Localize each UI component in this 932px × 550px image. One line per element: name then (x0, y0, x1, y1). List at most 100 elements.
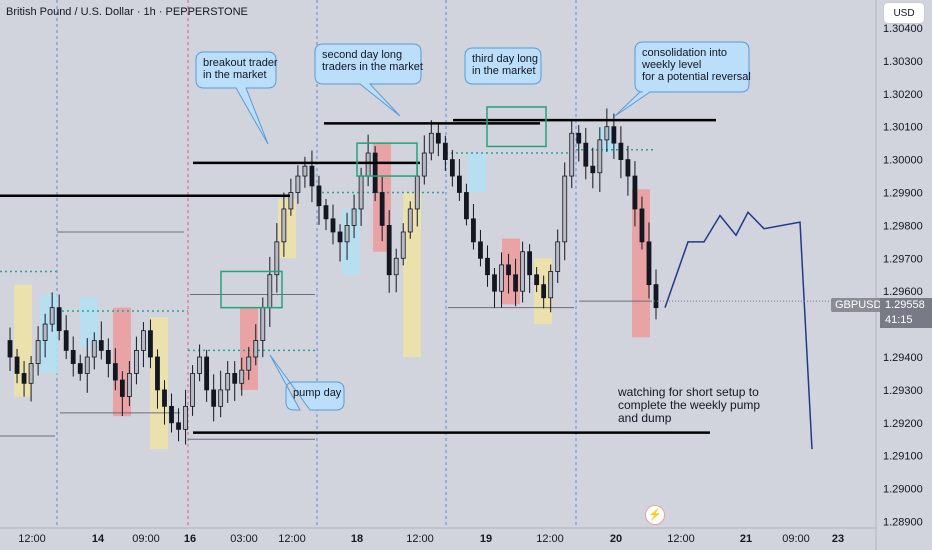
candle-body (653, 284, 659, 309)
current-price-tag: 1.29558 41:15 (880, 298, 932, 328)
candle-body (42, 323, 48, 341)
x-tick-label: 03:00 (230, 533, 258, 545)
candle-body (49, 307, 55, 325)
x-tick-label: 19 (480, 533, 492, 545)
candle-body (218, 389, 224, 407)
currency-button[interactable]: USD (884, 3, 924, 23)
candle-body (604, 126, 610, 141)
candle-body (119, 379, 125, 397)
candle-body (597, 139, 603, 174)
candle-body (281, 208, 287, 243)
annotation-text: third day long (472, 53, 538, 65)
candle-body (435, 132, 441, 144)
candle-body (309, 165, 315, 187)
candle-body (14, 356, 20, 374)
candle-body (513, 274, 518, 292)
symbol-price-tag: GBPUSD (831, 298, 886, 312)
candle-body (407, 208, 413, 233)
annotation-text: in the market (203, 69, 267, 81)
candle-body (639, 208, 645, 243)
candle-body (260, 307, 266, 341)
candle-body (365, 152, 371, 177)
candle-body (379, 192, 385, 226)
annotation-text: pump day (293, 387, 342, 399)
annotation-text: in the market (472, 65, 536, 77)
x-tick-label: 20 (610, 533, 622, 545)
candle-body (148, 330, 153, 358)
candle-body (534, 274, 540, 286)
y-tick-label: 1.30000 (883, 155, 923, 167)
zone-box (486, 106, 547, 148)
y-tick-label: 1.28900 (883, 517, 923, 529)
candle-body (126, 373, 132, 397)
candle-body (400, 231, 406, 259)
highlight-zone (403, 192, 421, 357)
y-tick-label: 1.29600 (883, 286, 923, 298)
x-tick-label: 12:00 (18, 533, 46, 545)
candle-body (35, 340, 41, 364)
x-tick-label: 12:00 (536, 533, 564, 545)
highlight-zone (632, 189, 650, 338)
annotation-text: weekly level (641, 59, 701, 71)
candle-body (225, 373, 231, 391)
candle-body (267, 274, 273, 309)
annotation-bubble (195, 51, 277, 145)
annotation-bubble (269, 354, 345, 411)
zone-box (356, 142, 418, 177)
candle-body (449, 159, 455, 177)
x-tick-label: 09:00 (782, 533, 810, 545)
highlight-zone (80, 297, 98, 348)
y-tick-label: 1.30200 (883, 89, 923, 101)
candle-body (646, 241, 652, 286)
candle-body (506, 264, 511, 276)
y-tick-label: 1.29000 (883, 484, 923, 496)
x-tick-label: 16 (184, 533, 196, 545)
candle-body (632, 175, 638, 210)
candle-body (98, 340, 104, 351)
candle-body (63, 330, 69, 351)
candle-body (169, 405, 174, 424)
highlight-zone (502, 238, 520, 305)
candle-body (590, 165, 596, 174)
x-tick-label: 12:00 (278, 533, 306, 545)
y-tick-label: 1.29900 (883, 188, 923, 200)
candle-body (393, 257, 399, 276)
lightning-icon[interactable]: ⚡ (646, 506, 664, 524)
candle-body (7, 340, 13, 358)
candle-body (162, 389, 167, 407)
candle-body (611, 126, 617, 144)
candle-body (555, 241, 561, 272)
candle-body (232, 373, 238, 384)
candle-body (105, 350, 111, 364)
candle-body (464, 192, 469, 220)
y-tick-label: 1.29800 (883, 220, 923, 232)
candle-body (77, 363, 83, 374)
projection-line (664, 210, 813, 450)
highlight-zone (468, 153, 486, 193)
candle-body (288, 192, 294, 210)
candle-body (618, 142, 624, 160)
candle-body (520, 251, 525, 292)
candle-body (91, 340, 97, 358)
y-tick-label: 1.29700 (883, 253, 923, 265)
x-tick-label: 09:00 (132, 533, 160, 545)
candle-body (274, 241, 280, 276)
candle-body (211, 389, 217, 407)
candle-body (562, 175, 568, 243)
highlight-zone (113, 307, 131, 417)
annotation-text: for a potential reversal (642, 71, 751, 83)
candle-body (239, 369, 245, 384)
candle-body (527, 251, 533, 276)
candle-body (302, 165, 308, 177)
candle-body (358, 175, 364, 210)
x-tick-label: 23 (832, 533, 844, 545)
candle-body (386, 224, 392, 276)
candle-body (70, 350, 76, 364)
candle-body (246, 356, 252, 371)
x-tick-label: 18 (351, 533, 363, 545)
y-tick-label: 1.29200 (883, 418, 923, 430)
candle-body (351, 208, 357, 226)
candle-body (428, 132, 434, 154)
candle-body (253, 340, 259, 358)
